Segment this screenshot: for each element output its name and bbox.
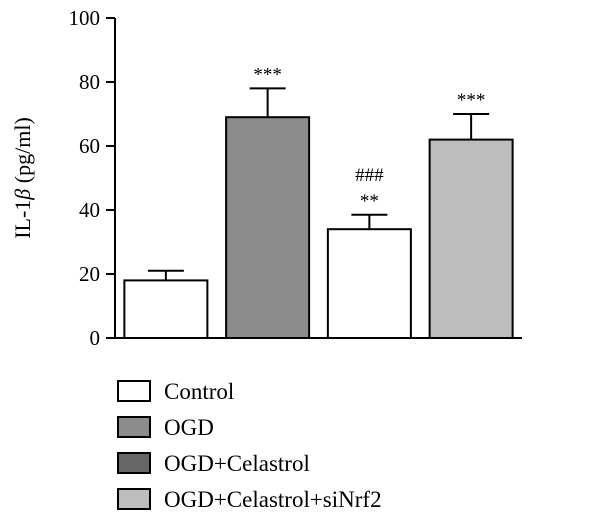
- y-tick-label-20: 20: [79, 262, 100, 286]
- y-axis-title-suffix: (pg/ml): [10, 117, 35, 189]
- y-tick-label-40: 40: [79, 198, 100, 222]
- y-axis-title: IL-1β (pg/ml): [10, 117, 35, 239]
- y-axis-title-prefix: IL-1: [10, 200, 35, 239]
- significance-label-3-1: ###: [355, 165, 384, 186]
- y-axis-title-symbol: β: [10, 189, 35, 201]
- legend-swatch-2: [117, 416, 151, 438]
- significance-label-3-2: **: [360, 191, 379, 212]
- legend-label-3: OGD+Celastrol: [164, 451, 310, 476]
- y-tick-label-80: 80: [79, 70, 100, 94]
- y-tick-label-60: 60: [79, 134, 100, 158]
- legend-label-2: OGD: [164, 415, 214, 440]
- legend-swatch-4: [117, 488, 151, 510]
- legend-label-1: Control: [164, 379, 234, 404]
- significance-label-2-1: ***: [253, 64, 282, 85]
- bar-4: [428, 138, 514, 339]
- bar-3: [326, 228, 412, 339]
- legend-label-4: OGD+Celastrol+siNrf2: [164, 487, 382, 512]
- y-tick-label-0: 0: [90, 326, 101, 350]
- legend-swatch-1: [117, 380, 151, 402]
- legend-swatch-3: [117, 452, 151, 474]
- bar-1: [123, 279, 209, 339]
- legend: Control OGD OGD+Celastrol OGD+Celastrol+siN…: [117, 379, 382, 512]
- y-tick-label-100: 100: [69, 6, 101, 30]
- bar-2: [225, 116, 311, 339]
- significance-label-4-1: ***: [457, 90, 486, 111]
